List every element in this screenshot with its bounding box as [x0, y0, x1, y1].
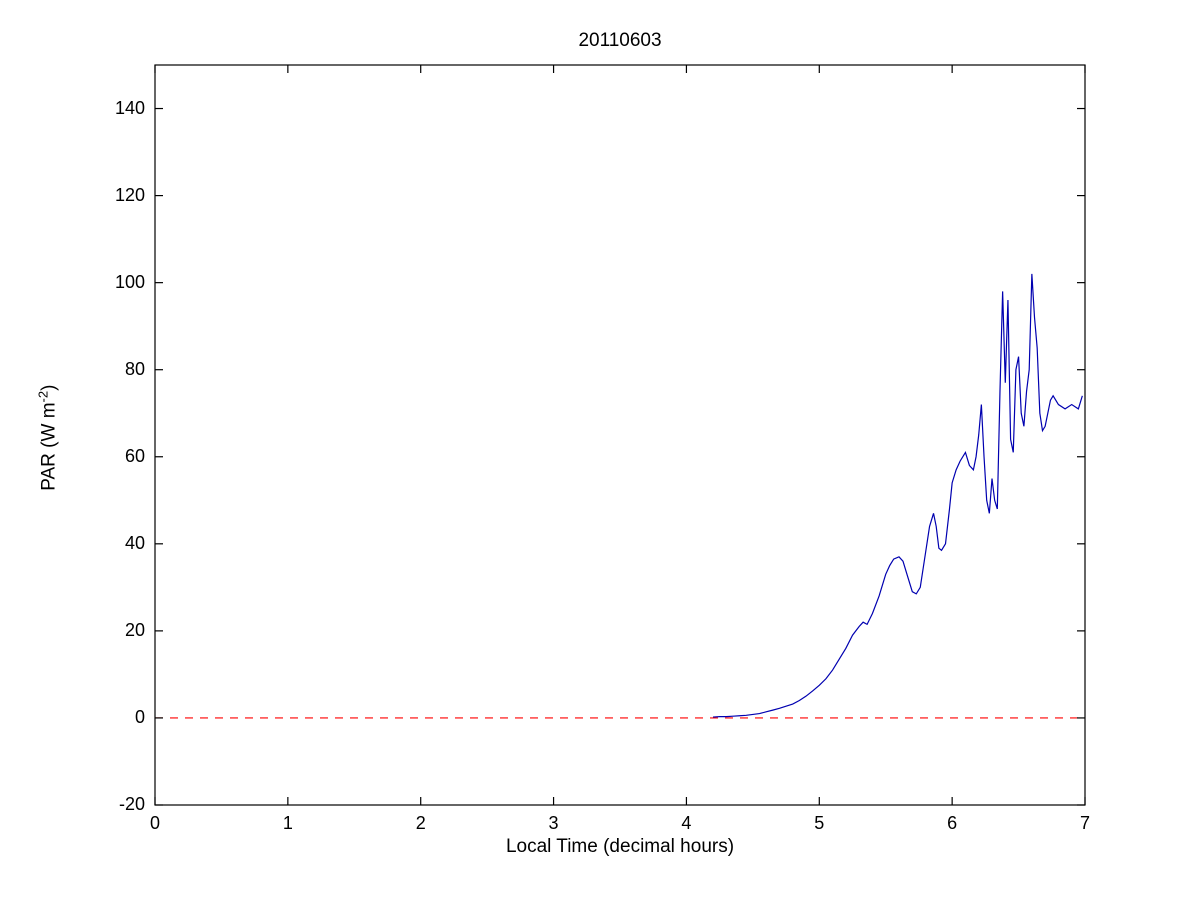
axes-box — [154, 64, 1086, 806]
y-tick-label: 20 — [124, 619, 145, 640]
y-tick-label: -20 — [118, 794, 145, 814]
y-tick-label: 80 — [124, 358, 145, 379]
x-tick-label: 2 — [415, 813, 426, 833]
y-tick-label: 60 — [124, 445, 145, 466]
chart-title: 20110603 — [578, 30, 662, 51]
x-tick-label: 4 — [681, 813, 692, 833]
x-tick-label: 6 — [947, 813, 958, 833]
y-tick-label: 40 — [124, 532, 145, 553]
y-tick-label: 100 — [114, 271, 145, 292]
x-tick-label: 0 — [149, 813, 160, 833]
x-tick-label: 5 — [814, 813, 825, 833]
x-tick-label: 3 — [548, 813, 559, 833]
series-par-measurement — [712, 273, 1083, 718]
y-tick-label: 140 — [114, 97, 145, 118]
y-tick-label: 0 — [134, 706, 145, 727]
y-tick-label: 120 — [114, 184, 145, 205]
x-tick-label: 1 — [282, 813, 293, 833]
x-axis-label: Local Time (decimal hours) — [505, 836, 735, 857]
x-tick-label: 7 — [1079, 813, 1090, 833]
